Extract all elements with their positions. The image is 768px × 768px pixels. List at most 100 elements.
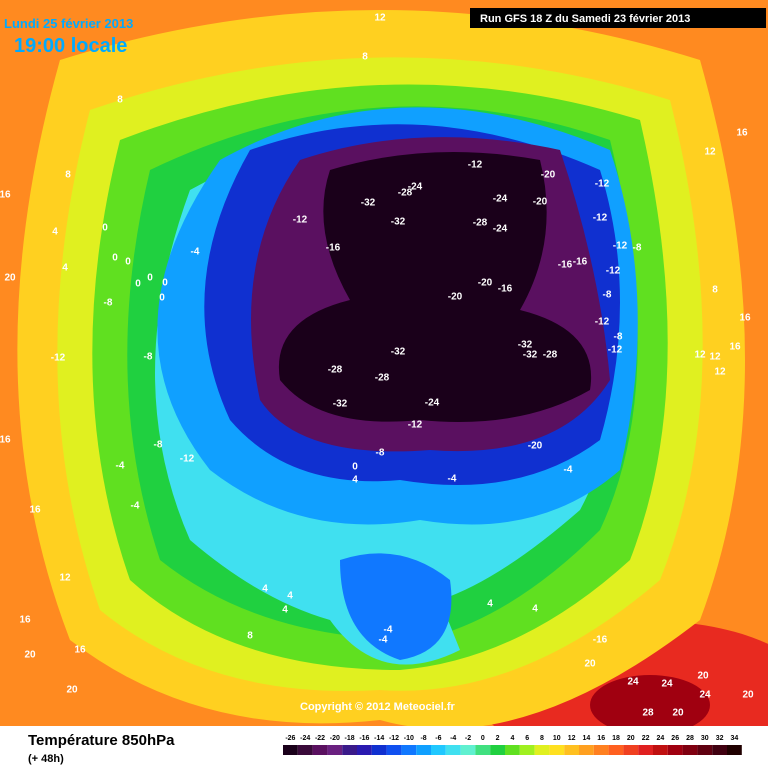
copyright: Copyright © 2012 Meteociel.fr — [300, 701, 456, 713]
contour-label: -8 — [144, 352, 153, 363]
contour-label: -12 — [408, 420, 423, 431]
legend-tick-label: 28 — [686, 735, 694, 742]
legend-tick-label: 4 — [510, 735, 514, 742]
legend-swatch — [519, 745, 535, 755]
contour-label: -28 — [473, 218, 488, 229]
legend-tick-label: -22 — [315, 735, 325, 742]
contour-label: 24 — [627, 677, 639, 688]
contour-label: 0 — [135, 279, 141, 290]
contour-label: -12 — [293, 215, 308, 226]
contour-label: 12 — [714, 367, 726, 378]
legend-swatch — [667, 745, 683, 755]
legend-swatch — [416, 745, 431, 755]
contour-label: 16 — [74, 645, 86, 656]
contour-label: 4 — [52, 227, 58, 238]
lead-time: (+ 48h) — [28, 753, 64, 765]
contour-label: -4 — [131, 501, 140, 512]
contour-label: 4 — [487, 599, 493, 610]
legend-tick-label: 18 — [612, 735, 620, 742]
contour-label: 20 — [4, 273, 16, 284]
legend-swatch — [342, 745, 357, 755]
contour-label: -8 — [614, 332, 623, 343]
legend-tick-label: 24 — [657, 735, 665, 742]
legend-swatch — [608, 745, 624, 755]
legend-tick-label: 12 — [568, 735, 576, 742]
contour-label: 8 — [362, 52, 368, 63]
contour-label: -12 — [595, 179, 610, 190]
legend-tick-label: 30 — [701, 735, 709, 742]
legend-tick-label: 14 — [583, 735, 591, 742]
legend-tick-label: -16 — [359, 735, 369, 742]
contour-label: -12 — [595, 317, 610, 328]
legend-swatch — [697, 745, 713, 755]
contour-label: -4 — [379, 635, 388, 646]
legend-tick-label: 8 — [540, 735, 544, 742]
legend-tick-label: 22 — [642, 735, 650, 742]
contour-label: 12 — [704, 147, 716, 158]
contour-label: 4 — [282, 605, 288, 616]
contour-label: 20 — [742, 690, 754, 701]
contour-label: -20 — [533, 197, 548, 208]
contour-label: 12 — [709, 352, 721, 363]
legend-tick-label: -4 — [450, 735, 456, 742]
legend-swatch — [386, 745, 402, 755]
contour-label: 20 — [697, 671, 709, 682]
contour-label: -28 — [375, 373, 390, 384]
legend-tick-label: 32 — [716, 735, 724, 742]
contour-label: -8 — [603, 290, 612, 301]
contour-label: 0 — [112, 253, 118, 264]
contour-label: -20 — [448, 292, 463, 303]
contour-label: 0 — [352, 462, 358, 473]
legend-swatch — [445, 745, 461, 755]
legend-swatch — [297, 745, 313, 755]
legend-tick-label: -26 — [285, 735, 295, 742]
contour-label: 4 — [62, 263, 68, 274]
legend-swatch — [327, 745, 343, 755]
legend-swatch — [475, 745, 491, 755]
contour-label: 12 — [59, 573, 71, 584]
legend-swatch — [490, 745, 505, 755]
contour-label: 16 — [739, 313, 751, 324]
contour-label: 8 — [247, 631, 253, 642]
contour-label: -4 — [191, 247, 200, 258]
legend-swatch — [549, 745, 565, 755]
color-legend: -26 -24 -22 -20 -18 -16 -14 -12 -10 -8 -6 -4 -2 0 2 4 6 8… — [283, 735, 742, 755]
contour-label: 24 — [661, 679, 673, 690]
contour-label: 20 — [672, 708, 684, 719]
legend-tick-label: 20 — [627, 735, 635, 742]
contour-label: -8 — [104, 298, 113, 309]
legend-swatch — [505, 745, 520, 755]
legend-tick-label: 10 — [553, 735, 561, 742]
legend-tick-label: 0 — [481, 735, 485, 742]
contour-label: 0 — [125, 257, 131, 268]
contour-label: -12 — [468, 160, 483, 171]
contour-label: -20 — [541, 170, 556, 181]
contour-label: -4 — [564, 465, 573, 476]
contour-label: -28 — [328, 365, 343, 376]
contour-label: -8 — [376, 448, 385, 459]
contour-label: 4 — [352, 475, 358, 486]
legend-tick-label: -18 — [345, 735, 355, 742]
contour-label: -24 — [493, 224, 508, 235]
legend-tick-label: 6 — [525, 735, 529, 742]
contour-label: -8 — [633, 243, 642, 254]
contour-label: 8 — [117, 95, 123, 106]
contour-label: 12 — [374, 13, 386, 24]
legend-swatch — [431, 745, 446, 755]
contour-label: 8 — [65, 170, 71, 181]
legend-tick-label: 34 — [731, 735, 739, 742]
contour-label: 16 — [736, 128, 748, 139]
contour-label: -32 — [333, 399, 348, 410]
contour-label: 16 — [19, 615, 31, 626]
legend-swatch — [623, 745, 639, 755]
contour-label: 16 — [29, 505, 41, 516]
legend-tick-label: -20 — [330, 735, 340, 742]
contour-label: -24 — [425, 398, 440, 409]
contour-label: -12 — [593, 213, 608, 224]
contour-label: 16 — [0, 435, 11, 446]
legend-swatch — [460, 745, 476, 755]
contour-label: 0 — [159, 293, 165, 304]
legend-swatch — [401, 745, 417, 755]
